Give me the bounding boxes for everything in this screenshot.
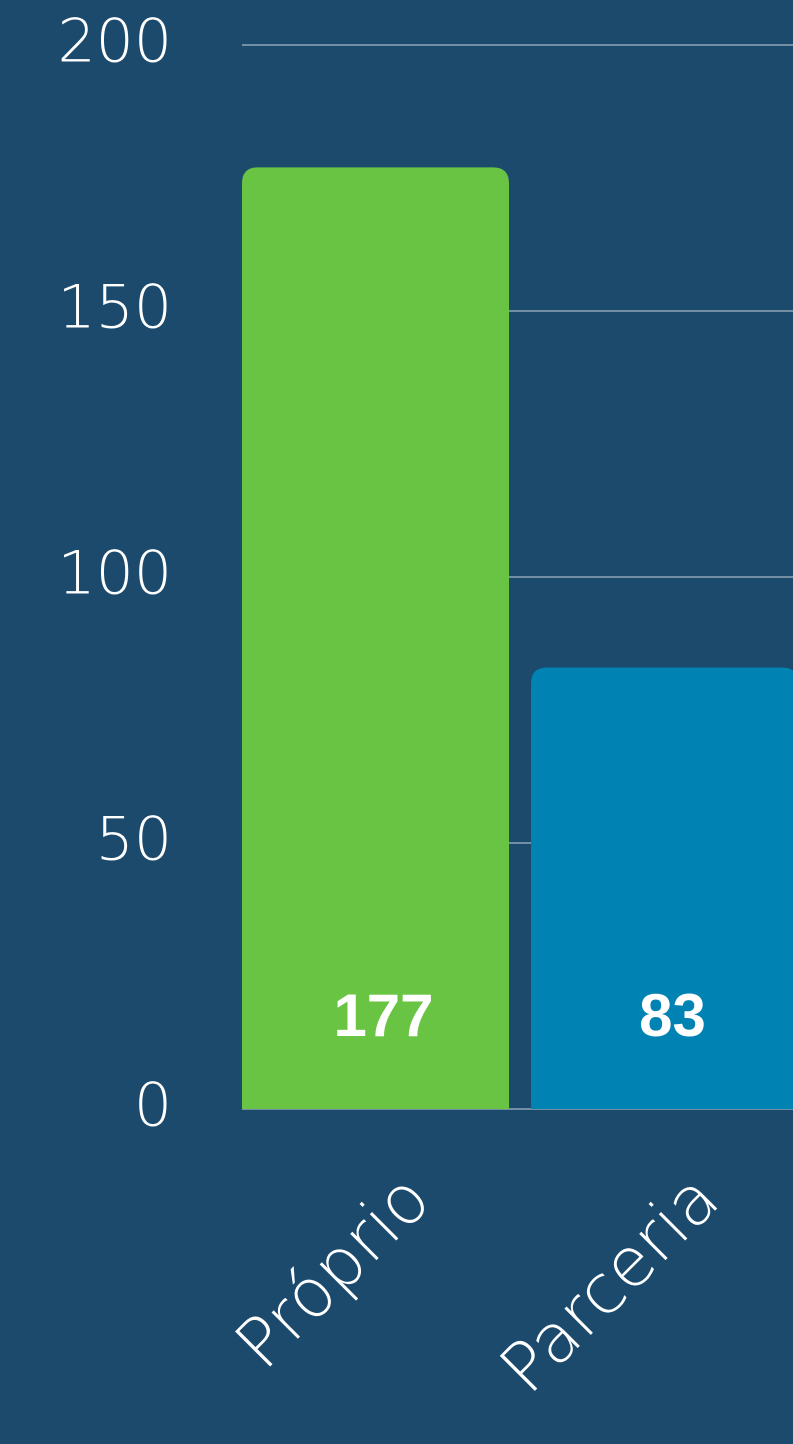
y-tick-label: 50 xyxy=(96,805,172,875)
y-tick-label: 0 xyxy=(134,1071,172,1141)
x-tick-label: Próprio xyxy=(220,1159,445,1384)
x-tick-label: Parceria xyxy=(485,1159,734,1408)
y-tick-label: 100 xyxy=(57,539,172,609)
bar xyxy=(242,167,509,1110)
value-label: 83 xyxy=(639,982,706,1049)
bar xyxy=(531,667,793,1109)
y-tick-label: 200 xyxy=(57,7,172,77)
value-label: 177 xyxy=(333,982,433,1049)
y-tick-label: 150 xyxy=(57,273,172,343)
